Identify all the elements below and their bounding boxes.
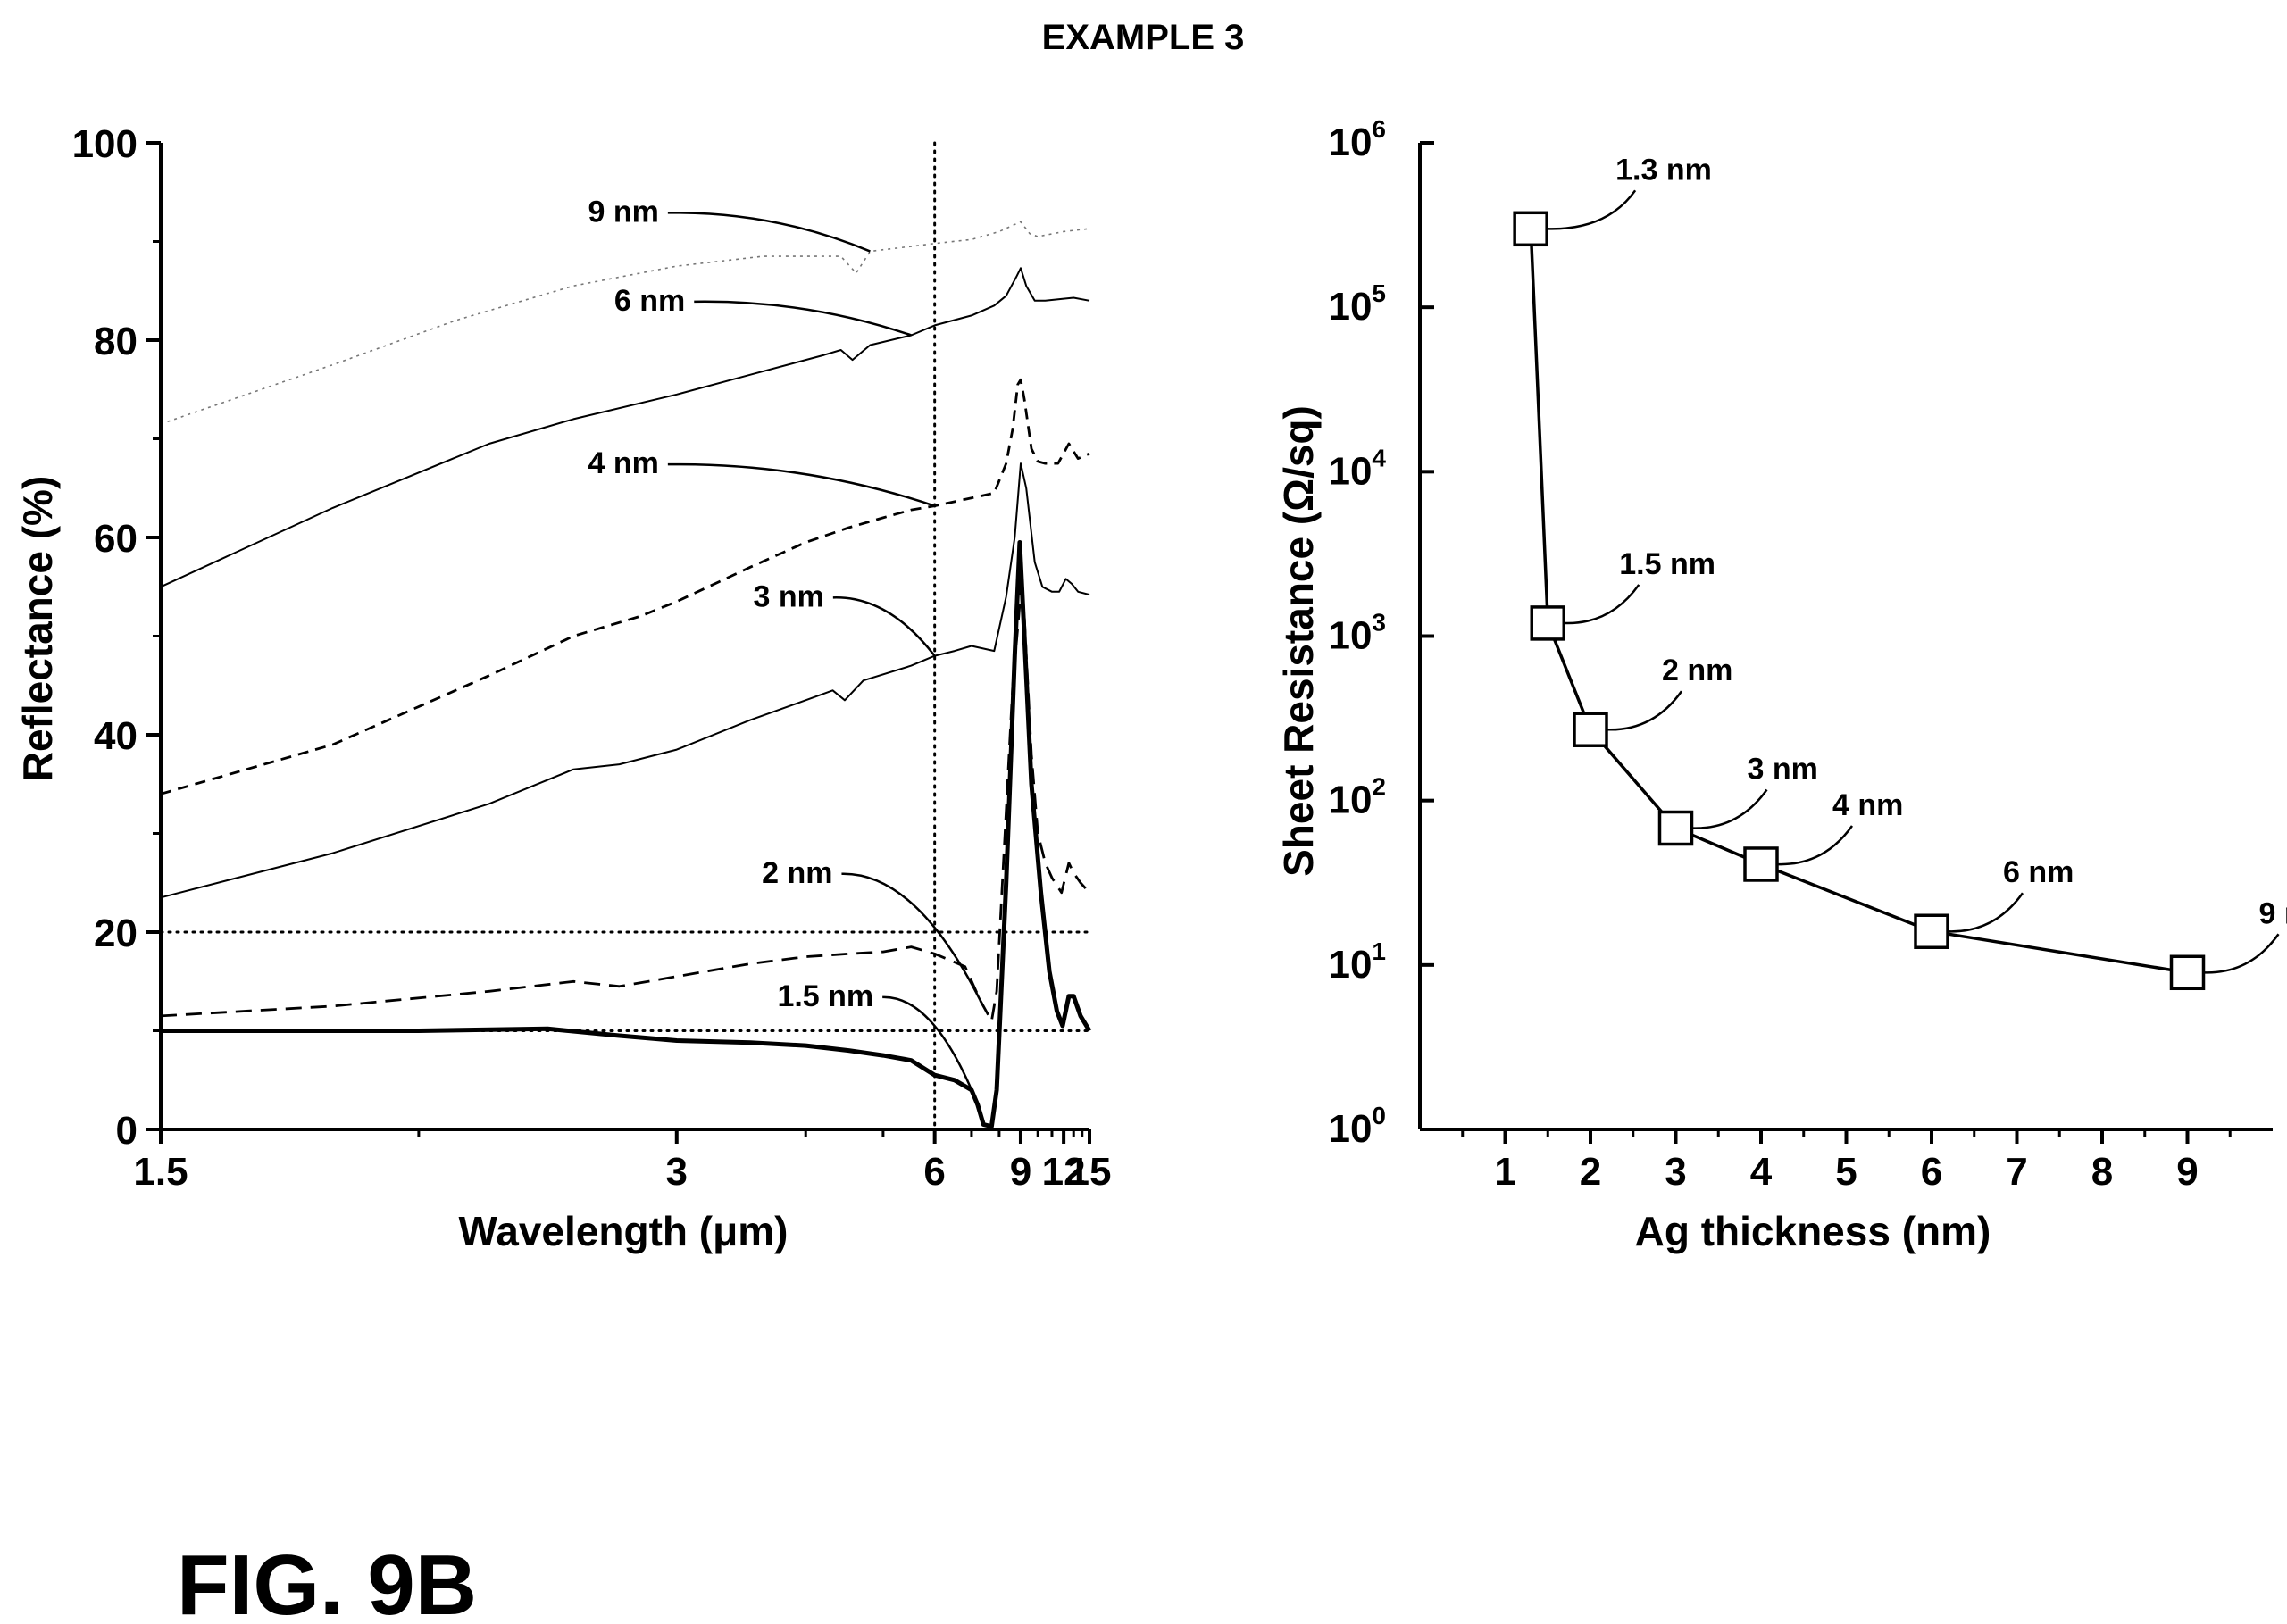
x-tick-label: 8 <box>2091 1150 2113 1194</box>
point-label-leader <box>1606 690 1683 731</box>
point-label-leader <box>1947 892 2024 933</box>
x-tick-label: 6 <box>1921 1150 1942 1194</box>
point-label-leader <box>1547 189 1637 230</box>
x-axis-label-wavelength: Wavelength (μm) <box>459 1208 789 1254</box>
data-marker-square <box>1573 712 1608 747</box>
y-tick-label: 100 <box>1328 1102 1386 1151</box>
x-tick-label: 2 <box>1580 1150 1601 1194</box>
point-label: 2 nm <box>1662 654 1732 687</box>
x-tick-label: 4 <box>1750 1150 1773 1194</box>
x-tick-label: 15 <box>1068 1150 1112 1194</box>
series-line-1-5-nm <box>161 540 1092 1129</box>
data-marker-square <box>1657 810 1694 846</box>
point-label: 1.3 nm <box>1615 153 1712 187</box>
figure-title: EXAMPLE 3 <box>1042 18 1245 57</box>
label-leader <box>694 300 912 337</box>
series-line-2-nm <box>160 580 1091 1022</box>
sheet-resistance-line <box>1529 229 2188 975</box>
figure-label: FIG. 9B <box>177 1537 477 1624</box>
data-marker-square <box>1743 846 1779 882</box>
y-tick-label: 104 <box>1328 444 1386 493</box>
reflectance-chart: 9 nm 6 nm 4 nm 3 nm 2 nm 1.5 nm 0 20 40 60 80 100 1… <box>14 122 1111 1254</box>
label-leader <box>667 212 871 253</box>
point-label-leader <box>2203 933 2280 974</box>
point-label-leader <box>1691 788 1768 829</box>
point-label-leaders <box>1547 189 2280 974</box>
x-tick-label: 5 <box>1835 1150 1857 1194</box>
x-tick-label: 6 <box>923 1150 945 1194</box>
x-tick-label: 9 <box>2176 1150 2198 1194</box>
x-tick-label: 3 <box>1665 1150 1686 1194</box>
x-axis-label-ag-thickness: Ag thickness (nm) <box>1635 1208 1991 1254</box>
series-label: 3 nm <box>753 579 823 613</box>
point-label: 1.5 nm <box>1619 547 1715 581</box>
sheet-resistance-path <box>1529 229 2188 975</box>
data-marker-square <box>1914 913 1949 949</box>
y-tick-label: 106 <box>1328 115 1386 164</box>
label-leader <box>841 872 982 1002</box>
label-leader <box>882 995 979 1105</box>
x-tick-label: 1 <box>1494 1150 1515 1194</box>
y-tick-label: 103 <box>1328 609 1386 658</box>
point-label: 3 nm <box>1748 753 1818 787</box>
sheet-resistance-axes: 100 101 102 103 104 105 106 1 2 3 4 5 6 7 8 9 <box>1328 115 2273 1194</box>
point-label-leader <box>1776 825 1854 866</box>
y-tick-label: 60 <box>94 517 138 561</box>
y-tick-label: 105 <box>1328 279 1386 329</box>
x-tick-label: 12 <box>1042 1150 1086 1194</box>
y-tick-label: 20 <box>94 912 138 955</box>
y-axis-label-reflectance: Reflectance (%) <box>14 476 61 782</box>
y-tick-label: 102 <box>1328 773 1386 822</box>
series-label: 4 nm <box>588 446 658 480</box>
series-label: 2 nm <box>762 856 832 890</box>
point-label: 9 nm <box>2259 896 2287 930</box>
x-tick-label: 9 <box>1010 1150 1031 1194</box>
series-labels: 9 nm 6 nm 4 nm 3 nm 2 nm 1.5 nm <box>588 195 873 1012</box>
x-tick-label: 7 <box>2006 1150 2027 1194</box>
data-marker-square <box>1513 211 1548 247</box>
series-label: 6 nm <box>614 284 685 318</box>
series-label-leaders <box>667 212 982 1105</box>
sheet-resistance-markers <box>1513 211 2206 991</box>
series-line-3-nm <box>160 462 1090 899</box>
series-label: 1.5 nm <box>777 979 873 1013</box>
y-axis-label-sheet-resistance: Sheet Resistance (Ω/sq) <box>1275 405 1322 877</box>
data-marker-square <box>2169 954 2206 991</box>
series-line-6-nm <box>160 267 1090 588</box>
series-line-4-nm <box>160 378 1090 795</box>
y-tick-label: 0 <box>116 1109 138 1153</box>
point-labels: 1.3 nm 1.5 nm 2 nm 3 nm 4 nm 6 nm 9 nm <box>1615 153 2287 930</box>
label-leader <box>667 462 936 507</box>
x-tick-label: 3 <box>666 1150 688 1194</box>
label-leader <box>832 596 936 657</box>
y-tick-label: 80 <box>94 320 138 363</box>
y-tick-label: 100 <box>72 122 138 166</box>
x-tick-label: 1.5 <box>133 1150 188 1194</box>
reflectance-series <box>160 221 1092 1129</box>
point-label-leader <box>1564 584 1640 625</box>
y-tick-label: 40 <box>94 714 138 758</box>
point-label: 4 nm <box>1832 788 1903 822</box>
point-label: 6 nm <box>2003 855 2074 889</box>
data-marker-square <box>1530 605 1565 641</box>
y-tick-label: 101 <box>1328 937 1386 987</box>
sheet-resistance-chart: 1.3 nm1.5 nm2 nm3 nm4 nm6 nm9 nm 1001011… <box>1275 115 2287 1254</box>
series-label: 9 nm <box>588 195 658 229</box>
series-line-9-nm <box>160 221 1090 425</box>
